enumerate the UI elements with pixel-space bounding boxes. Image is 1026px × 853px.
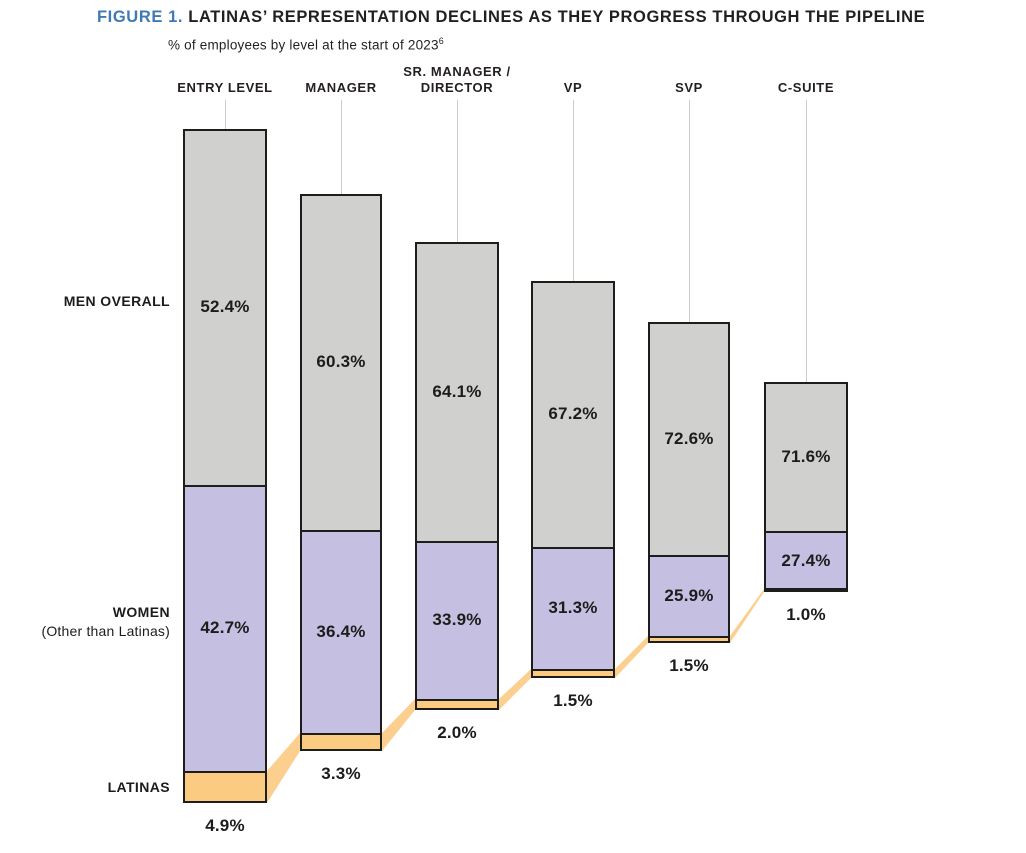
segment-men-c-suite (766, 384, 846, 532)
latinas-ribbon (382, 699, 415, 751)
segment-women-c-suite (766, 531, 846, 588)
value-men-entry-level: 52.4% (200, 297, 250, 316)
figure-title: FIGURE 1. LATINAS’ REPRESENTATION DECLIN… (97, 8, 925, 27)
footnote-marker: 6 (438, 36, 444, 46)
column-header-c-suite: C-SUITE (777, 79, 835, 95)
segment-latinas-entry-level (185, 771, 265, 801)
value-latinas-vp: 1.5% (553, 691, 593, 710)
row-label-men-overall: MEN OVERALL (63, 293, 170, 309)
figure-number-label: FIGURE 1. (97, 8, 184, 26)
latinas-ribbon (499, 669, 531, 710)
value-women-svp: 25.9% (664, 586, 714, 605)
segment-women-vp (533, 547, 613, 669)
bar-vp (531, 281, 615, 678)
value-men-manager: 60.3% (316, 352, 366, 371)
value-latinas-c-suite: 1.0% (786, 605, 826, 624)
bar-entry-level (183, 129, 267, 803)
value-latinas-svp: 1.5% (669, 656, 709, 675)
latinas-ribbon (730, 589, 764, 643)
column-header-sr-manager-director: SR. MANAGER / DIRECTOR (403, 63, 511, 95)
value-women-entry-level: 42.7% (200, 618, 250, 637)
latinas-ribbon (267, 733, 300, 803)
value-women-c-suite: 27.4% (781, 551, 831, 570)
row-label-latinas: LATINAS (107, 779, 170, 795)
column-header-vp: VP (563, 79, 583, 95)
segment-men-sr-manager-director (417, 244, 497, 541)
bar-sr-manager-director (415, 242, 499, 710)
value-latinas-manager: 3.3% (321, 764, 361, 783)
value-women-vp: 31.3% (548, 598, 598, 617)
value-men-vp: 67.2% (548, 404, 598, 423)
bar-svp (648, 322, 730, 643)
value-women-sr-manager-director: 33.9% (432, 610, 482, 629)
figure-subtitle: % of employees by level at the start of … (168, 36, 444, 53)
segment-men-vp (533, 283, 613, 547)
header-drop-line-entry-level (225, 100, 226, 129)
header-drop-line-manager (341, 100, 342, 194)
segment-latinas-vp (533, 669, 613, 676)
header-drop-line-sr-manager-director (457, 100, 458, 242)
column-header-svp: SVP (675, 79, 703, 95)
header-drop-line-c-suite (806, 100, 807, 382)
segment-latinas-manager (302, 733, 380, 749)
segment-women-entry-level (185, 485, 265, 771)
figure-title-text: LATINAS’ REPRESENTATION DECLINES AS THEY… (188, 8, 926, 26)
segment-women-sr-manager-director (417, 541, 497, 699)
value-men-svp: 72.6% (664, 429, 714, 448)
segment-latinas-svp (650, 636, 728, 641)
value-latinas-sr-manager-director: 2.0% (437, 723, 477, 742)
segment-men-manager (302, 196, 380, 530)
value-latinas-entry-level: 4.9% (205, 816, 245, 835)
segment-men-svp (650, 324, 728, 555)
value-men-sr-manager-director: 64.1% (432, 382, 482, 401)
segment-latinas-sr-manager-director (417, 699, 497, 708)
segment-latinas-c-suite (766, 588, 846, 590)
column-header-entry-level: ENTRY LEVEL (177, 79, 273, 95)
header-drop-line-vp (573, 100, 574, 281)
column-header-manager: MANAGER (305, 79, 377, 95)
bar-c-suite (764, 382, 848, 592)
header-drop-line-svp (689, 100, 690, 322)
bar-manager (300, 194, 382, 751)
value-men-c-suite: 71.6% (781, 447, 831, 466)
segment-women-svp (650, 555, 728, 636)
segment-men-entry-level (185, 131, 265, 485)
row-label-women: WOMEN (Other than Latinas) (41, 604, 170, 639)
latinas-ribbon (615, 636, 648, 678)
segment-women-manager (302, 530, 380, 733)
value-women-manager: 36.4% (316, 622, 366, 641)
